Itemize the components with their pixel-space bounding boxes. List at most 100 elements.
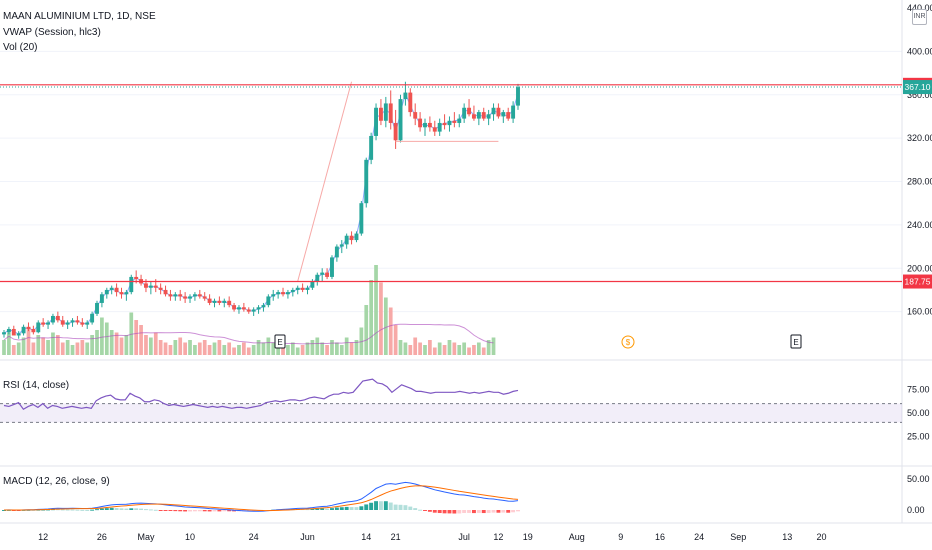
candle-body <box>153 285 158 288</box>
macd-histogram-bar <box>374 501 378 510</box>
volume-bar <box>423 345 427 355</box>
candle-body <box>388 103 393 123</box>
candle-body <box>21 326 26 334</box>
time-tick-label: Jul <box>458 532 470 542</box>
macd-histogram-bar <box>462 510 467 513</box>
volume-ma <box>3 323 494 345</box>
macd-histogram-bar <box>119 508 124 510</box>
candle-body <box>271 294 276 297</box>
candle-body <box>46 322 51 325</box>
macd-histogram-bar <box>124 508 129 510</box>
macd-histogram-bar <box>134 508 139 510</box>
earnings-marker <box>274 334 286 349</box>
candle-body <box>119 292 124 295</box>
candle-body <box>232 305 237 310</box>
macd-histogram-bar <box>496 510 501 513</box>
macd-histogram-bar <box>188 510 192 512</box>
symbol-title[interactable]: MAAN ALUMINIUM LTD, 1D, NSE <box>3 11 156 22</box>
macd-histogram-bar <box>398 504 403 510</box>
volume-bar <box>432 347 437 355</box>
macd-histogram-bar <box>325 508 330 510</box>
volume-bar <box>104 322 109 355</box>
candle-body <box>349 235 354 241</box>
volume-bar <box>261 342 266 355</box>
vol-legend[interactable]: Vol (20) <box>3 42 38 53</box>
volume-bar <box>457 345 462 355</box>
volume-bar <box>379 282 383 355</box>
rsi-line <box>3 378 519 411</box>
macd-histogram-bar <box>202 510 207 512</box>
macd-histogram-bar <box>476 510 481 513</box>
volume-bar <box>452 342 457 355</box>
macd-histogram-bar <box>330 508 334 510</box>
volume-bar <box>41 337 46 355</box>
candle-body <box>393 122 398 141</box>
macd-histogram-bar <box>467 510 472 513</box>
candle-body <box>310 281 315 288</box>
candle-body <box>423 122 427 128</box>
price-badge <box>903 80 932 95</box>
candle-body <box>192 294 197 297</box>
volume-bar <box>168 345 173 355</box>
macd-histogram-bar <box>222 510 227 512</box>
price-tick-label: 240.00 <box>907 220 932 230</box>
volume-bar <box>90 335 94 355</box>
candle-body <box>491 107 496 115</box>
candle-body <box>251 309 256 312</box>
macd-legend[interactable]: MACD (12, 26, close, 9) <box>3 476 110 487</box>
candle-body <box>134 276 139 280</box>
volume-bar <box>193 345 197 355</box>
candle-body <box>486 114 491 119</box>
macd-histogram-bar <box>506 510 511 513</box>
volume-bar <box>2 340 6 355</box>
volume-bar <box>197 342 202 355</box>
volume-bar <box>476 342 481 355</box>
macd-histogram-bar <box>403 505 408 510</box>
macd-histogram-bar <box>364 504 369 510</box>
candle-body <box>50 315 55 323</box>
time-tick-label: 12 <box>493 532 503 542</box>
rsi-legend[interactable]: RSI (14, close) <box>3 380 70 391</box>
rsi-tick-label: 25.00 <box>907 432 930 442</box>
price-tick-label: 400.00 <box>907 46 932 56</box>
volume-bar <box>163 342 168 355</box>
event-markers[interactable]: E $ E <box>274 334 802 349</box>
macd-histogram-bar <box>339 507 344 510</box>
vwap <box>3 91 519 336</box>
macd-pane <box>2 481 520 514</box>
horizontal-price-lines[interactable] <box>0 81 902 283</box>
candle-body <box>403 92 408 100</box>
volume-bar <box>330 340 334 355</box>
macd-histogram-bar <box>393 504 398 510</box>
candle-body <box>178 294 183 297</box>
volume-bar <box>442 345 447 355</box>
candle-body <box>442 122 447 126</box>
candle-body <box>70 320 75 323</box>
currency-badge[interactable]: INR <box>912 9 927 25</box>
candle-body <box>168 294 173 297</box>
time-tick-label: Sep <box>730 532 746 542</box>
grid <box>0 50 902 313</box>
macd-histogram-bar <box>148 509 153 511</box>
price-tick-label: 360.00 <box>907 90 932 100</box>
volume-bar <box>144 335 148 355</box>
price-badge-label: 187.75 <box>905 277 931 287</box>
candle-body <box>506 112 511 119</box>
volume-bar <box>481 347 486 355</box>
macd-histogram-bar <box>320 508 325 510</box>
candle-body <box>359 203 364 234</box>
macd-histogram-bar <box>217 510 222 512</box>
candle-body <box>496 107 501 117</box>
candle-body <box>183 296 188 299</box>
candle-body <box>471 114 476 119</box>
macd-histogram-bar <box>129 508 134 510</box>
volume-bar <box>222 345 227 355</box>
candle-body <box>109 287 114 290</box>
candle-body <box>383 103 388 121</box>
macd-histogram-bar <box>378 501 383 510</box>
macd-histogram-bar <box>207 510 212 512</box>
candle-body <box>320 272 325 275</box>
vwap-legend[interactable]: VWAP (Session, hlc3) <box>3 27 101 38</box>
volume-bar <box>276 345 280 355</box>
